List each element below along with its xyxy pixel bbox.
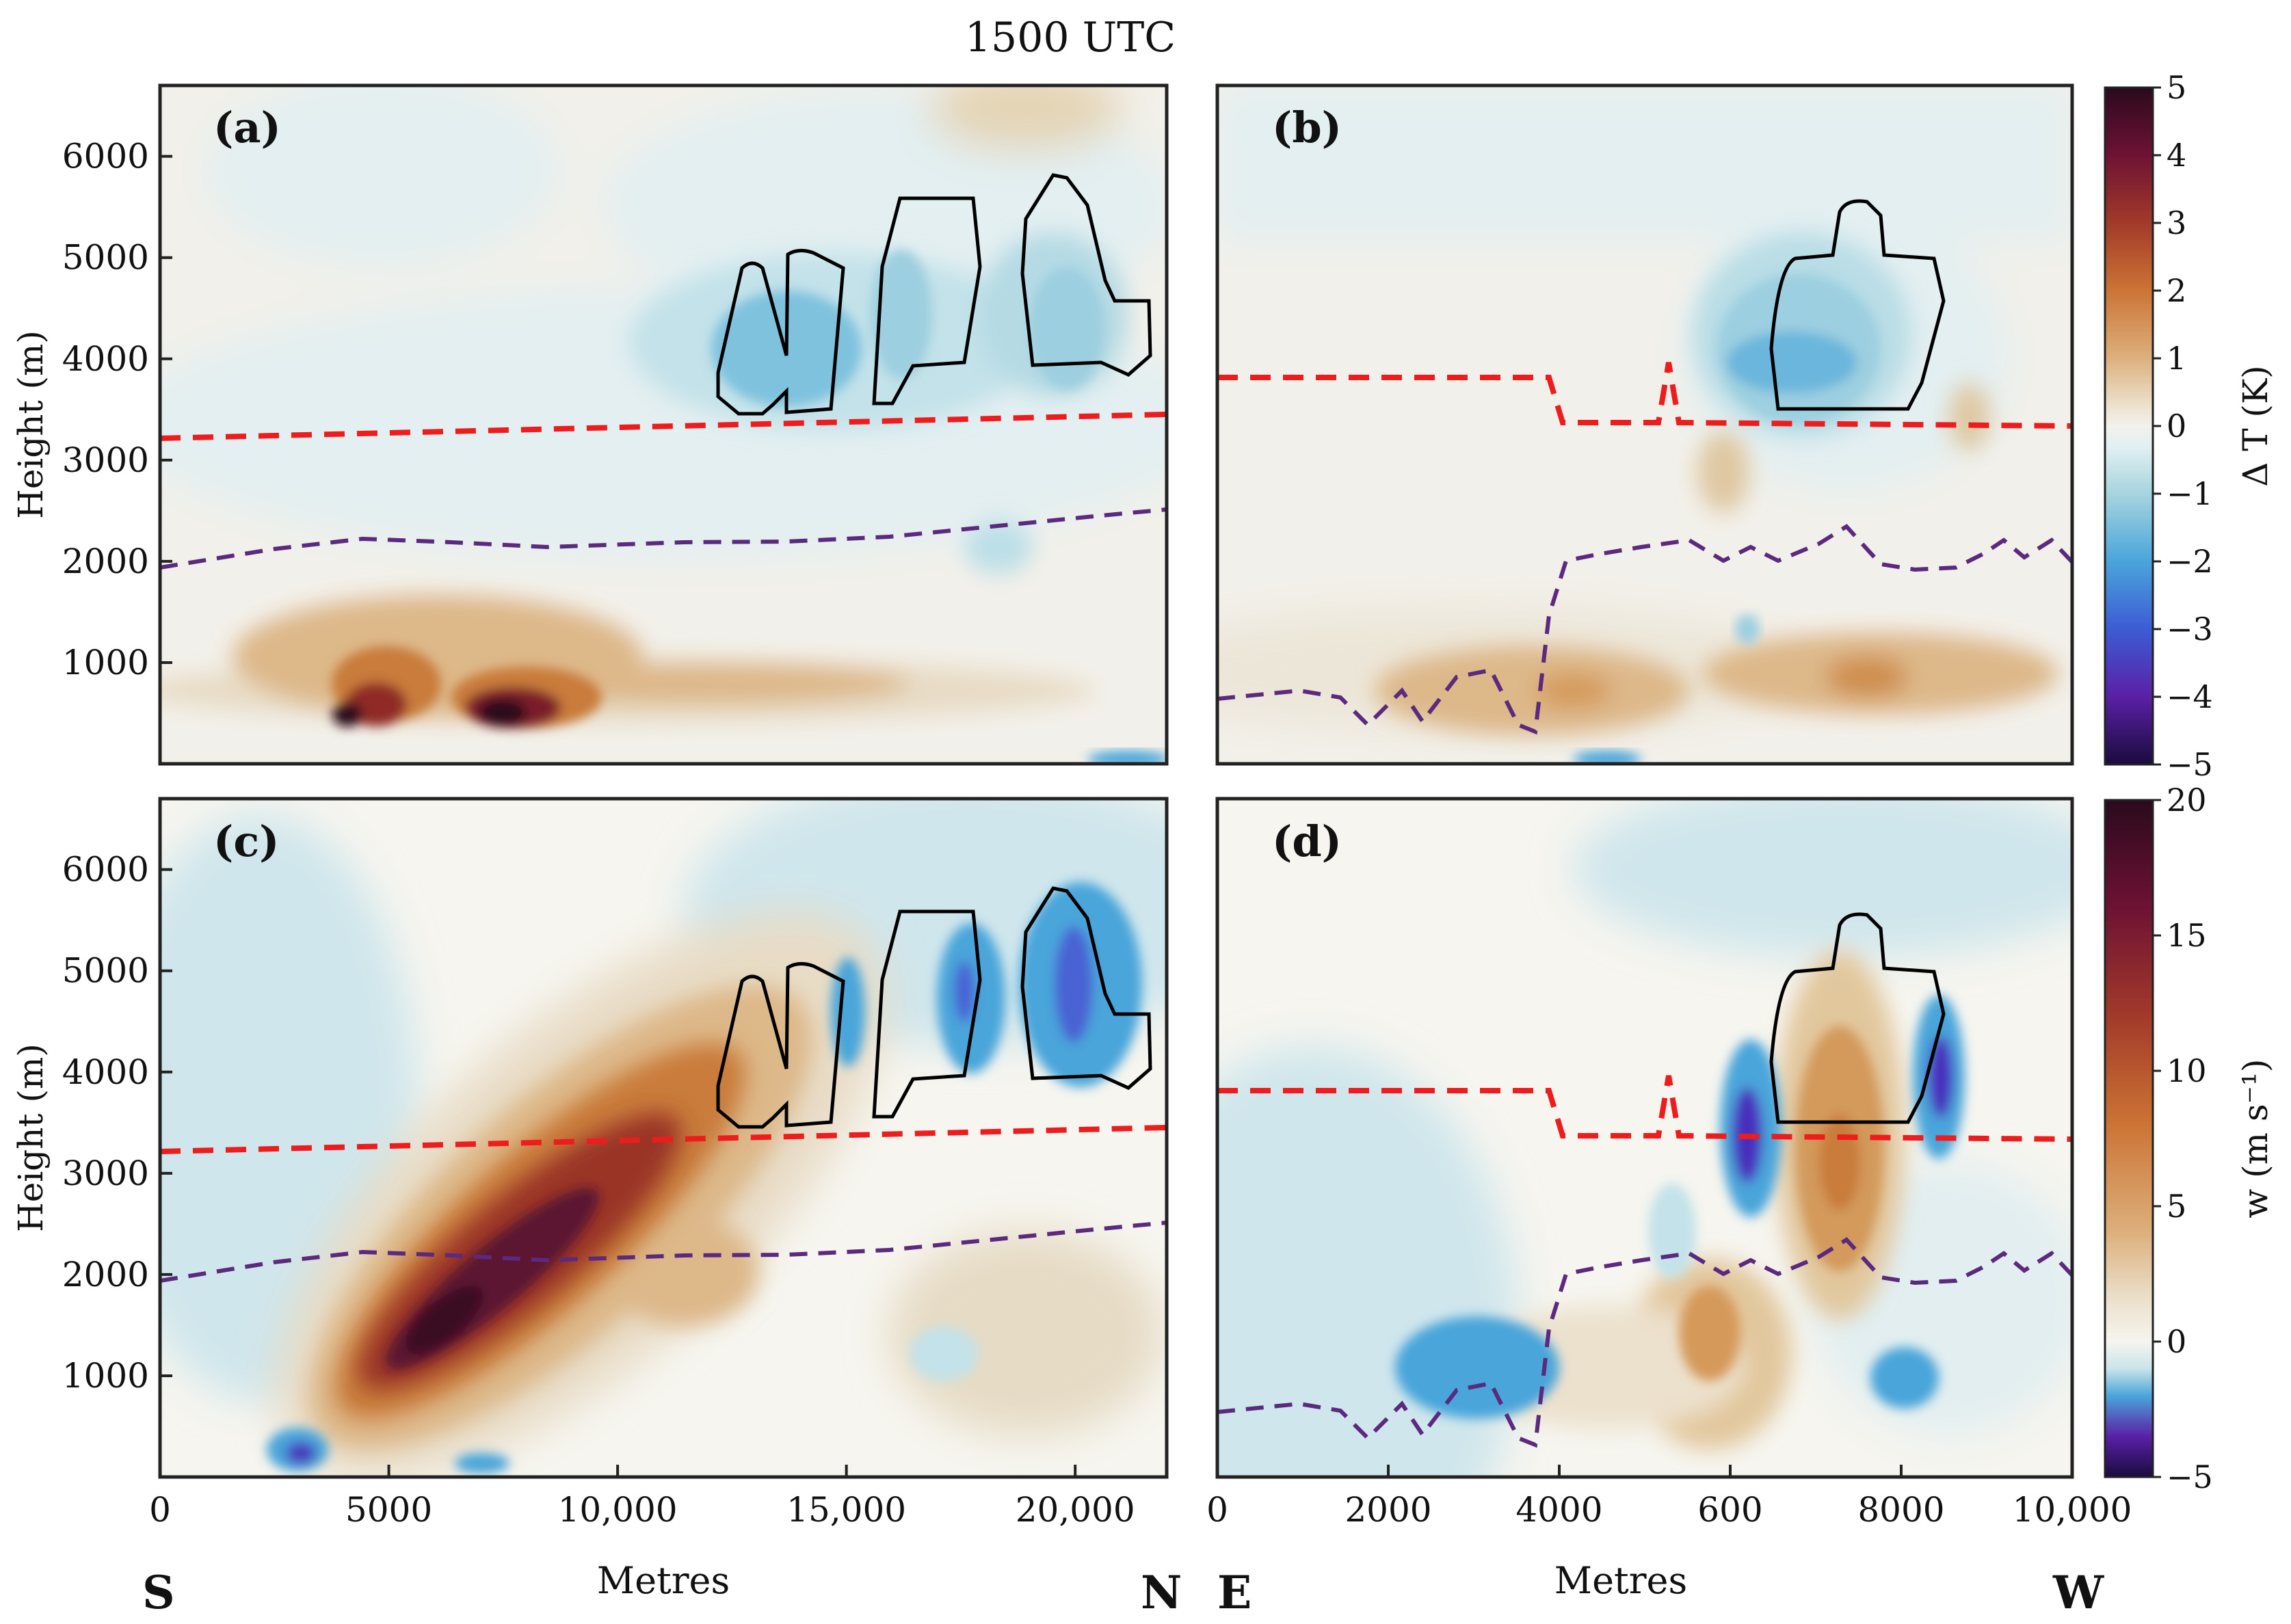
colorbar-dt-tick-label: 1: [2167, 340, 2186, 377]
colorbar-dt-tick-label: −1: [2167, 475, 2213, 512]
panel-c-ytick-label: 1000: [62, 1356, 149, 1396]
panel-a-ytick-label: 4000: [62, 339, 149, 379]
colorbar-w-tick-label: 15: [2167, 917, 2207, 954]
panel-d-xtick-label: 4000: [1515, 1490, 1602, 1530]
panel-c-xtick-label: 20,000: [1016, 1490, 1135, 1530]
panel-d: (d): [1215, 797, 2074, 1479]
panel-a: (a): [158, 83, 1169, 766]
panel-c-cloud-contours: [716, 886, 1152, 1129]
colorbar-w-ticks: 20 15 10 5 0 −5: [2153, 782, 2213, 1495]
figure-title: 1500 UTC: [965, 14, 1176, 62]
colorbar-dt-label: Δ T (K): [2236, 365, 2275, 487]
panel-d-label: (d): [1272, 816, 1342, 866]
panel-b-red-dashed-line: [1217, 362, 2072, 429]
panel-d-xtick-label: 0: [1206, 1490, 1228, 1530]
panel-c-xtick-label: 15,000: [786, 1490, 906, 1530]
direction-south: S: [142, 1566, 175, 1619]
panel-c-ytick-label: 2000: [62, 1255, 149, 1294]
panel-a-ytick-label: 1000: [62, 643, 149, 682]
direction-west: W: [2052, 1566, 2104, 1619]
colorbar-dt-ticks: 5 4 3 2 1 0 −1 −2 −3 −4 −5: [2153, 69, 2213, 783]
panel-d-x-ticks: 0 2000 4000 600 8000 10,000: [1206, 1465, 2132, 1530]
colorbar-dt-tick-label: 2: [2167, 272, 2186, 309]
panel-a-label: (a): [213, 103, 281, 152]
colorbar-dt-tick-label: −5: [2167, 746, 2213, 783]
direction-east: E: [1217, 1566, 1252, 1619]
panel-d-frame: [1215, 797, 2074, 1479]
colorbar-w-label: w (m s⁻¹): [2236, 1059, 2275, 1218]
panel-a-ytick-label: 6000: [62, 137, 149, 176]
panel-b-field: [1217, 85, 2072, 764]
panel-b: (b): [1215, 83, 2074, 766]
panel-a-red-dashed-line: [160, 412, 1167, 441]
panel-d-purple-dashed-line: [1217, 1237, 2072, 1448]
panel-a-purple-dashed-line: [160, 507, 1167, 570]
panel-b-cloud-contour: [1769, 199, 1946, 411]
panel-d-x-axis-label: Metres: [1554, 1559, 1687, 1602]
colorbar-dt-ramp: [2105, 88, 2153, 764]
panel-a-y-axis-label: Height (m): [11, 330, 51, 519]
panel-c-ytick-label: 4000: [62, 1052, 149, 1092]
panel-c-xtick-label: 0: [149, 1490, 171, 1530]
panel-c-field: [160, 799, 1167, 1477]
panel-d-red-dashed-line: [1217, 1075, 2072, 1142]
panel-a-y-ticks: 1000 2000 3000 4000 5000 6000: [62, 137, 172, 682]
panel-a-field: [160, 85, 1167, 764]
panel-c-x-axis-label: Metres: [597, 1559, 730, 1602]
colorbar-dt-tick-label: −2: [2167, 543, 2213, 580]
panel-b-purple-dashed-line: [1217, 524, 2072, 735]
panel-c-purple-dashed-line: [160, 1221, 1167, 1283]
panel-b-label: (b): [1272, 103, 1342, 152]
panel-c-ytick-label: 5000: [62, 951, 149, 991]
colorbar-dt-tick-label: −4: [2167, 678, 2213, 715]
panel-b-frame: [1215, 83, 2074, 766]
colorbar-w-frame: [2104, 799, 2154, 1478]
panel-c-ytick-label: 6000: [62, 850, 149, 890]
panel-c-red-dashed-line: [160, 1125, 1167, 1154]
direction-north: N: [1141, 1566, 1182, 1619]
panel-d-xtick-label: 10,000: [2013, 1490, 2132, 1530]
colorbar-w: 20 15 10 5 0 −5 w (m s⁻¹): [2104, 782, 2275, 1495]
colorbar-w-tick-label: 20: [2167, 782, 2207, 818]
panel-d-xtick-label: 2000: [1345, 1490, 1431, 1530]
panel-a-frame: [158, 83, 1169, 766]
colorbar-dt-tick-label: 0: [2167, 408, 2186, 444]
panel-a-cloud-contours: [716, 173, 1152, 416]
panel-d-cloud-contour: [1769, 912, 1946, 1124]
panel-c-y-ticks: 1000 2000 3000 4000 5000 6000: [62, 850, 172, 1396]
colorbar-w-ramp: [2105, 800, 2153, 1477]
colorbar-w-tick-label: 0: [2167, 1323, 2186, 1360]
panel-d-field: [1217, 799, 2072, 1477]
panel-c-xtick-label: 5000: [345, 1490, 432, 1530]
panel-a-ytick-label: 3000: [62, 440, 149, 480]
colorbar-w-tick-label: −5: [2167, 1459, 2213, 1495]
colorbar-dt: 5 4 3 2 1 0 −1 −2 −3 −4 −5 Δ T (K): [2104, 69, 2275, 783]
panel-c-x-ticks: 0 5000 10,000 15,000 20,000: [149, 1465, 1135, 1530]
colorbar-dt-tick-label: 3: [2167, 204, 2186, 241]
panel-c-y-axis-label: Height (m): [11, 1043, 51, 1232]
panel-c-label: (c): [213, 816, 279, 866]
panel-c-ytick-label: 3000: [62, 1154, 149, 1193]
colorbar-dt-tick-label: −3: [2167, 611, 2213, 648]
colorbar-dt-tick-label: 4: [2167, 137, 2186, 174]
panel-c-frame: [158, 797, 1169, 1479]
colorbar-w-tick-label: 5: [2167, 1188, 2186, 1225]
panel-a-ytick-label: 5000: [62, 238, 149, 278]
colorbar-dt-tick-label: 5: [2167, 69, 2186, 106]
panel-c-xtick-label: 10,000: [558, 1490, 678, 1530]
panel-c: (c): [158, 797, 1169, 1479]
panel-a-ytick-label: 2000: [62, 542, 149, 581]
colorbar-w-tick-label: 10: [2167, 1052, 2207, 1089]
panel-d-xtick-label: 600: [1697, 1490, 1762, 1530]
panel-d-xtick-label: 8000: [1857, 1490, 1944, 1530]
